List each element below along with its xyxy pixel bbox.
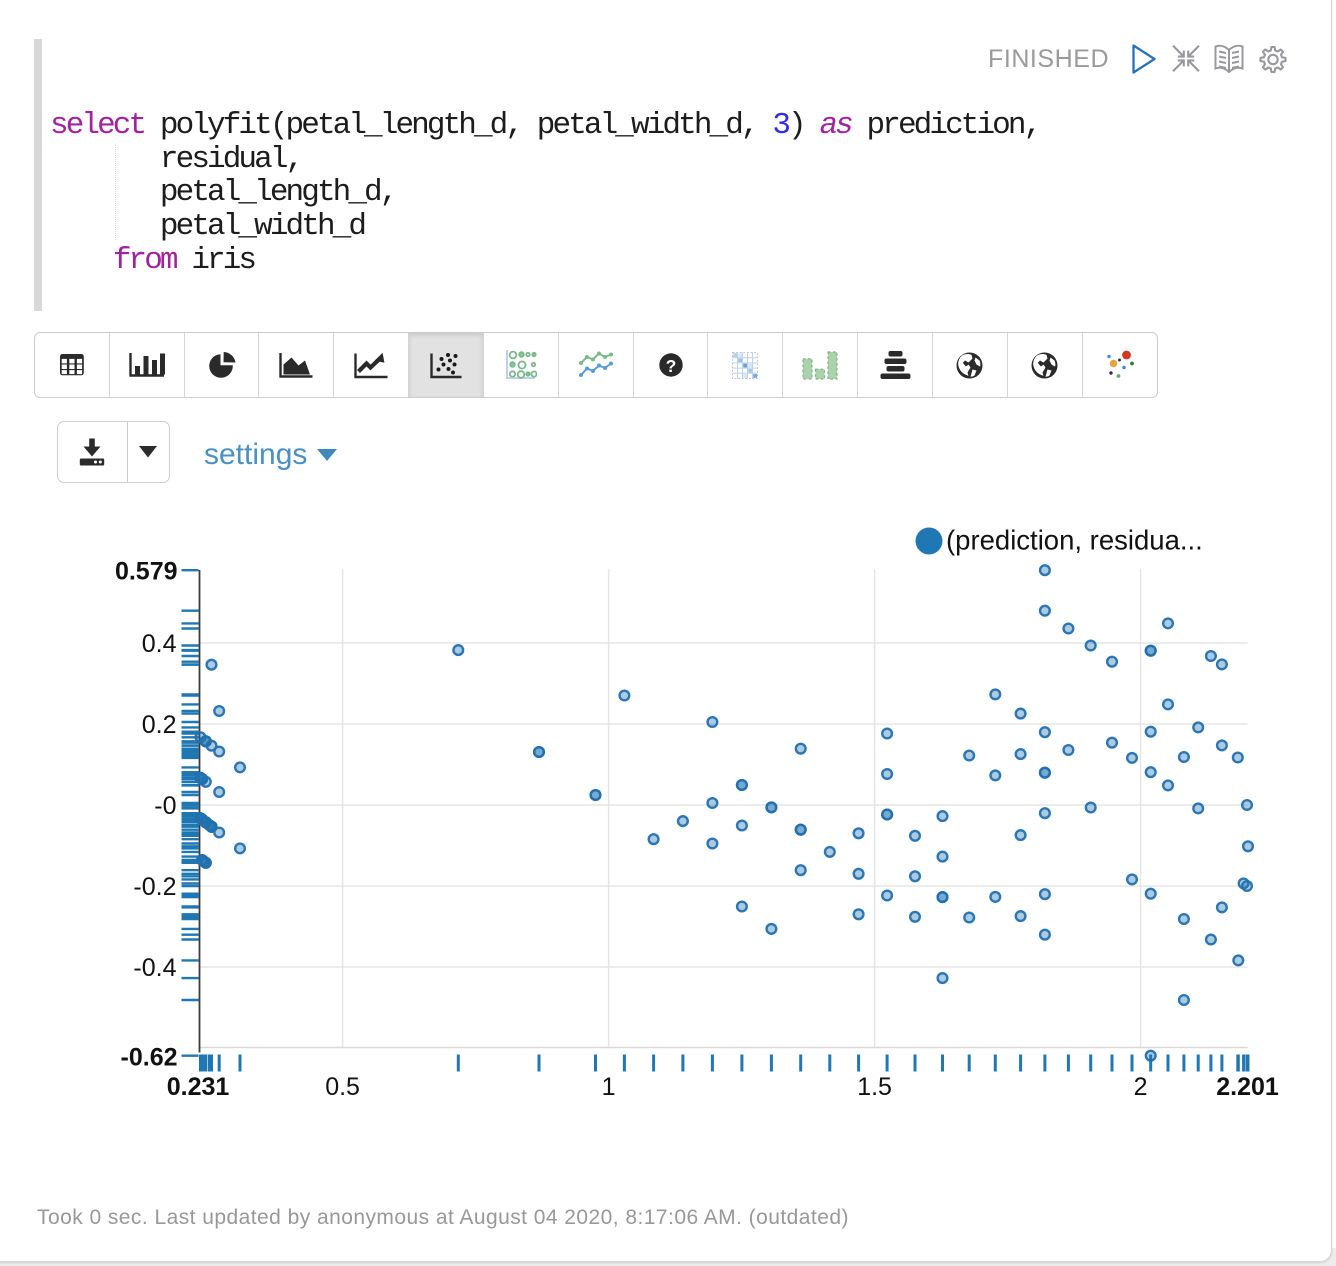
svg-text:0.231: 0.231 — [167, 1073, 230, 1101]
svg-text:0.2: 0.2 — [142, 711, 177, 739]
svg-text:1: 1 — [602, 1073, 616, 1101]
svg-text:-0.2: -0.2 — [133, 873, 176, 901]
svg-text:1.5: 1.5 — [857, 1073, 892, 1101]
svg-text:-0.4: -0.4 — [133, 954, 176, 982]
svg-text:0.4: 0.4 — [142, 630, 177, 658]
svg-text:?: ? — [665, 356, 676, 376]
svg-text:0.5: 0.5 — [325, 1073, 360, 1101]
svg-text:-0: -0 — [154, 792, 176, 820]
svg-text:-0.62: -0.62 — [121, 1043, 178, 1071]
svg-text:2: 2 — [1134, 1073, 1148, 1101]
svg-text:0.579: 0.579 — [115, 558, 178, 586]
svg-text:(prediction, residua...: (prediction, residua... — [946, 525, 1203, 556]
svg-text:2.201: 2.201 — [1216, 1073, 1279, 1101]
